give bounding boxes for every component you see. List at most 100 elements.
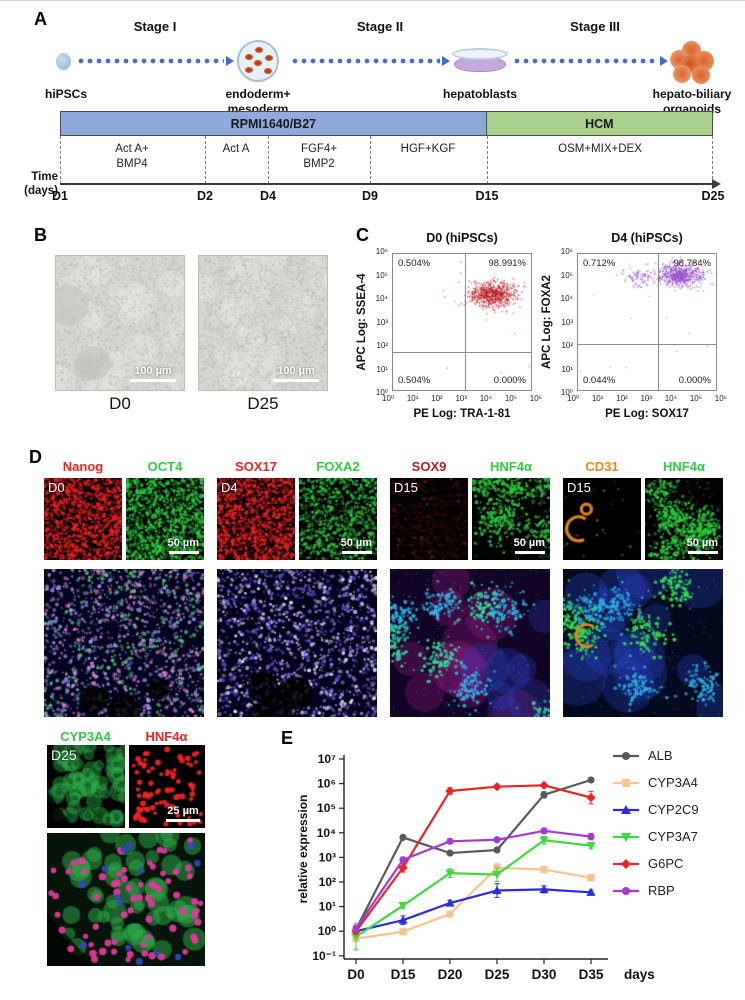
marker-label-oct4: OCT4 — [147, 459, 183, 474]
svg-text:D20: D20 — [438, 967, 463, 982]
factor-zone: Act A+ BMP4 Act A FGF4+ BMP2 HGF+KGF OSM… — [60, 136, 713, 184]
marker-label-cyp3a4: CYP3A4 — [60, 729, 111, 744]
y-tick: 10⁶ — [560, 247, 573, 256]
legend-item-rbp: RBP — [612, 877, 699, 904]
svg-text:D0: D0 — [347, 967, 364, 982]
day-d4: D4 — [260, 189, 276, 203]
caption-d25: D25 — [247, 394, 279, 413]
day-tag: D15 — [394, 480, 418, 495]
y-tick: 10² — [376, 341, 388, 350]
flow-plot-2-y-ticks: 10⁶ 10⁵ 10⁴ 10³ 10² 10¹ 10⁰ — [549, 247, 573, 397]
legend-marker-icon — [613, 804, 639, 814]
factor-acta-bmp4: Act A+ BMP4 — [115, 143, 149, 170]
marker-label-sox17: SOX17 — [235, 459, 277, 474]
scale-bar-label: 50 µm — [513, 537, 545, 549]
caption-d0: D0 — [109, 394, 131, 413]
scale-bar-label: 25 µm — [167, 805, 199, 817]
svg-text:D15: D15 — [391, 967, 416, 982]
stage2-arrowhead-icon — [442, 56, 450, 66]
svg-text:10³: 10³ — [319, 850, 336, 864]
x-tick: 10⁵ — [504, 394, 518, 403]
merged-image — [44, 569, 204, 717]
y-tick: 10¹ — [561, 364, 573, 374]
quadrant-top-left: 0.712% — [583, 258, 616, 269]
if-image-sox9: D15 — [390, 478, 468, 560]
x-tick: 10¹ — [406, 394, 419, 403]
day-tag: D0 — [48, 480, 65, 495]
stage1-dotted-arrow — [78, 58, 224, 64]
flow-plot-1: 0.504% 98.991% 0.504% 0.000% — [392, 253, 532, 391]
x-tick: 10² — [431, 394, 443, 403]
svg-text:10⁶: 10⁶ — [317, 777, 336, 791]
quadrant-top-right: 98.784% — [673, 258, 711, 269]
time-days-label: Time (days) — [24, 171, 58, 198]
media-bar: RPMI1640/B27 HCM — [60, 111, 713, 136]
x-tick: 10⁰ — [567, 394, 580, 403]
svg-text:days: days — [624, 967, 655, 982]
legend-label: CYP3A4 — [648, 775, 698, 790]
scale-bar-label: 50 µm — [167, 537, 199, 549]
svg-text:10⁷: 10⁷ — [318, 752, 336, 766]
if-image-hnf4a-red: 25 µm — [129, 745, 205, 828]
marker-label-foxa2: FOXA2 — [316, 459, 360, 474]
media-hcm-segment: HCM — [486, 112, 712, 135]
legend-label: G6PC — [648, 856, 684, 871]
y-tick: 10⁵ — [375, 270, 388, 280]
panel-c-label: C — [356, 225, 369, 245]
day-tag: D4 — [221, 480, 238, 495]
stage-1-label: Stage I — [133, 19, 177, 34]
if-image-cd31: D15 — [563, 478, 641, 560]
merged-image — [217, 569, 377, 717]
x-tick: 10³ — [455, 394, 467, 403]
svg-text:10²: 10² — [319, 875, 336, 889]
legend-marker-icon — [613, 832, 639, 842]
panel-a-label: A — [34, 9, 47, 29]
quadrant-bottom-right: 0.000% — [493, 375, 526, 386]
svg-text:10⁰: 10⁰ — [318, 924, 336, 938]
day-tag: D25 — [51, 747, 77, 763]
svg-text:D35: D35 — [579, 967, 604, 982]
if-image-hnf4a: 50 µm — [472, 478, 550, 560]
if-image-hnf4a: 50 µm — [645, 478, 723, 560]
x-tick: 10⁵ — [689, 394, 703, 403]
legend-item-cyp2c9: CYP2C9 — [612, 796, 699, 823]
y-tick: 10⁶ — [375, 247, 388, 256]
stage2-dotted-arrow — [292, 58, 440, 64]
y-tick: 10⁵ — [560, 270, 573, 280]
marker-label-hnf4a: HNF4α — [145, 729, 188, 744]
if-image-sox17: D4 — [217, 478, 295, 560]
svg-text:10⁵: 10⁵ — [317, 801, 336, 815]
scale-bar-label: 100 µm — [277, 365, 315, 377]
organoid-cluster-icon — [668, 41, 716, 85]
legend-marker-icon — [613, 886, 639, 895]
merged-image — [390, 569, 550, 717]
svg-text:D25: D25 — [485, 967, 510, 982]
y-tick: 10³ — [376, 317, 388, 327]
quadrant-bottom-left: 0.504% — [398, 375, 431, 386]
flow-plot-1-x-ticks: 10⁰ 10¹ 10² 10³ 10⁴ 10⁵ 10⁶ — [382, 394, 542, 403]
legend-label: RBP — [648, 883, 675, 898]
day-d15: D15 — [475, 189, 499, 203]
day-d2: D2 — [197, 189, 213, 203]
panel-b-label: B — [34, 225, 47, 245]
scale-bar-label: 100 µm — [134, 365, 172, 377]
media-rpmi-segment: RPMI1640/B27 — [61, 112, 487, 135]
day-d1: D1 — [52, 189, 68, 203]
quadrant-top-left: 0.504% — [398, 258, 431, 269]
chart-legend: ALB CYP3A4 CYP2C9 CYP3A7 G6PC RBP — [612, 742, 699, 904]
stage3-arrowhead-icon — [660, 56, 668, 66]
time-axis-arrowhead-icon — [712, 179, 721, 189]
svg-text:10¹: 10¹ — [319, 900, 336, 914]
flow-plot-1-xlabel: PE Log: TRA-1-81 — [413, 408, 511, 420]
factor-hgf-kgf: HGF+KGF — [400, 143, 456, 155]
x-tick: 10³ — [640, 394, 652, 403]
brightfield-image-d0: 100 µm — [55, 255, 185, 391]
node-hepatoblasts-label: hepatoblasts — [442, 87, 517, 101]
y-tick: 10⁴ — [375, 294, 388, 303]
marker-label-nanog: Nanog — [62, 459, 104, 474]
legend-marker-icon — [613, 858, 639, 869]
day-tag: D15 — [567, 480, 591, 495]
marker-label-hnf4a: HNF4α — [490, 459, 532, 474]
legend-label: CYP2C9 — [648, 802, 699, 817]
